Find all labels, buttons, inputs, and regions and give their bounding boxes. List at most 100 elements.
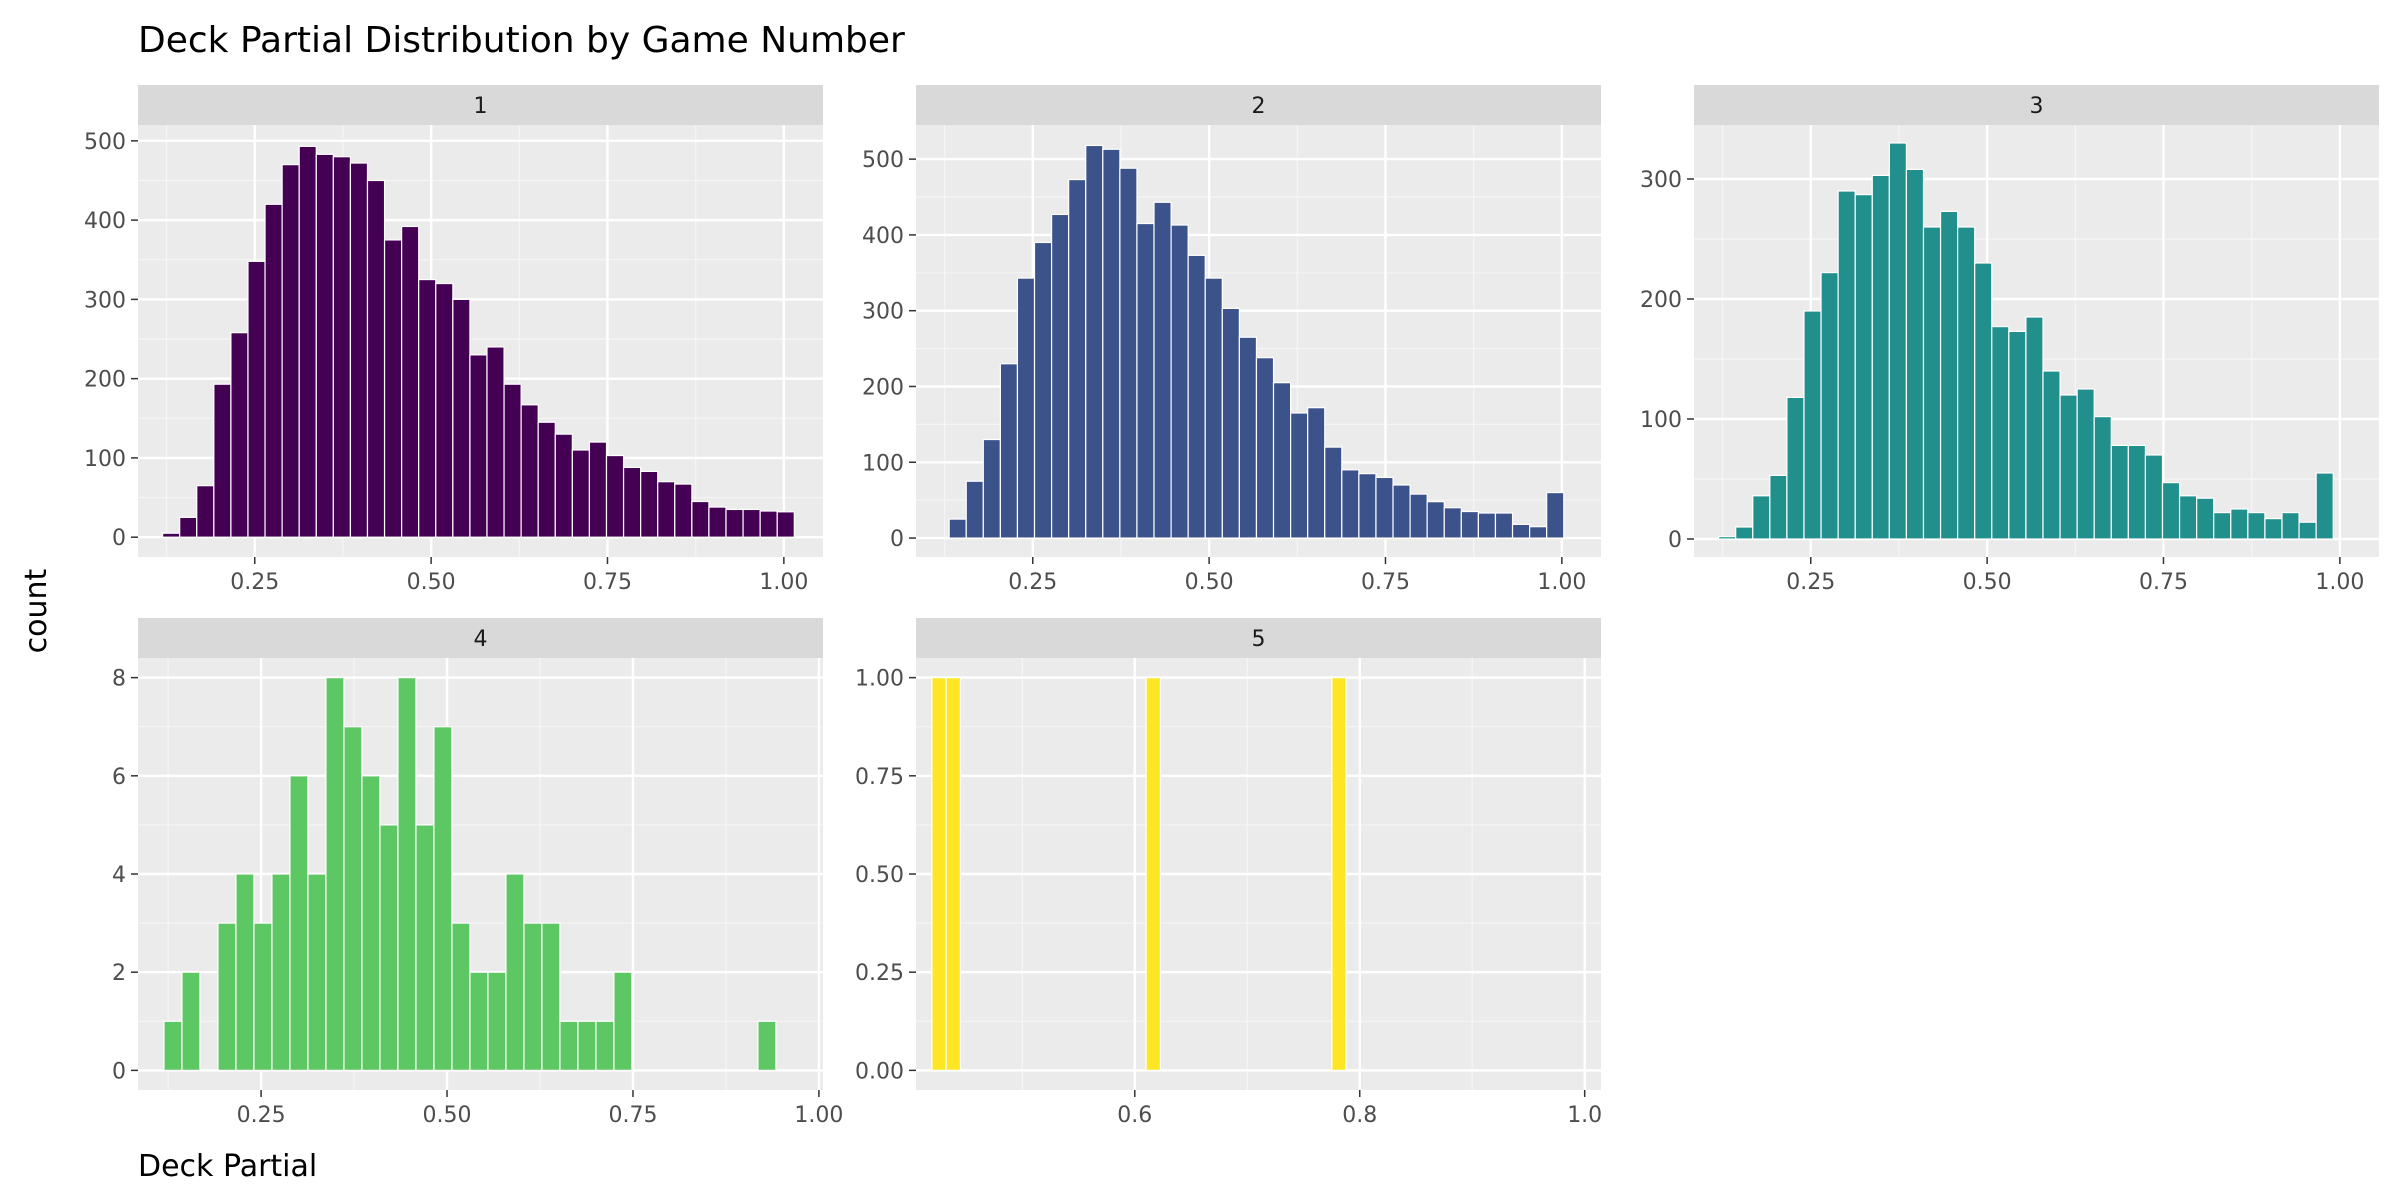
- histogram-bar: [415, 824, 435, 1071]
- histogram-bar: [1221, 307, 1240, 539]
- histogram-bar: [1922, 226, 1942, 540]
- histogram-bar: [1375, 476, 1394, 539]
- histogram-bar: [503, 383, 522, 538]
- histogram-bar: [1153, 201, 1172, 539]
- histogram-bar: [1426, 501, 1445, 539]
- histogram-bar: [1769, 474, 1788, 540]
- x-axis-title: Deck Partial: [138, 1149, 317, 1184]
- x-tick-label: 0.25: [237, 1103, 286, 1128]
- y-tick-label: 0.75: [855, 765, 904, 790]
- y-tick-label: 400: [84, 209, 126, 234]
- histogram-bar: [289, 775, 309, 1071]
- histogram-bar: [541, 922, 561, 1071]
- x-tick-label: 1.00: [2315, 570, 2364, 595]
- y-tick-label: 4: [112, 863, 126, 888]
- y-tick-label: 200: [84, 368, 126, 393]
- histogram-bar: [577, 1020, 597, 1071]
- facet-strip: [916, 85, 1601, 125]
- x-tick-label: 1.0: [1567, 1103, 1602, 1128]
- histogram-bar: [1905, 168, 1925, 540]
- histogram-bar: [298, 145, 317, 538]
- x-tick-label: 0.75: [2139, 570, 2188, 595]
- x-tick-label: 0.25: [230, 570, 279, 595]
- histogram-bar: [759, 510, 778, 538]
- histogram-bar: [469, 354, 488, 538]
- x-tick-label: 0.8: [1342, 1103, 1377, 1128]
- histogram-bar: [1068, 178, 1087, 539]
- histogram-bar: [486, 346, 505, 538]
- y-tick-label: 8: [112, 667, 126, 692]
- y-tick-label: 300: [84, 288, 126, 313]
- x-tick-label: 0.50: [407, 570, 456, 595]
- facet-panel-4: 4 0.25 0.50 0.75 1.00 0 2 4 6 8: [112, 618, 843, 1128]
- x-tick-label: 0.75: [1361, 570, 1410, 595]
- histogram-bar: [1145, 677, 1162, 1071]
- histogram-bar: [2144, 454, 2164, 540]
- histogram-bar: [776, 511, 795, 538]
- histogram-bar: [230, 332, 249, 538]
- y-tick-label: 500: [84, 130, 126, 155]
- histogram-bar: [999, 363, 1019, 539]
- histogram-bar: [1871, 174, 1890, 540]
- histogram-bar: [640, 470, 659, 538]
- x-tick-label: 1.00: [794, 1103, 843, 1128]
- histogram-bar: [2008, 330, 2027, 540]
- histogram-bar: [397, 677, 417, 1071]
- histogram-bar: [2161, 482, 2181, 540]
- histogram-bar: [982, 438, 1001, 539]
- histogram-bar: [452, 298, 471, 538]
- histogram-bar: [2298, 521, 2317, 540]
- facet-panel-2: 2 0.25 0.50 0.75 1.00 0 100 200 300 400 500: [862, 85, 1601, 595]
- histogram-bar: [1204, 277, 1223, 539]
- facet-strip: [1694, 85, 2379, 125]
- histogram-bar: [349, 162, 369, 538]
- histogram-bar: [554, 433, 573, 538]
- histogram-bar: [1102, 148, 1121, 539]
- histogram-bar: [657, 481, 676, 538]
- histogram-bar: [1820, 272, 1839, 540]
- histogram-bar: [1443, 507, 1462, 539]
- histogram-bar: [213, 383, 232, 538]
- histogram-bar: [325, 677, 345, 1071]
- histogram-bar: [281, 164, 300, 538]
- histogram-bar: [181, 971, 201, 1071]
- facet-strip: [138, 618, 823, 658]
- histogram-bar: [1307, 407, 1326, 539]
- histogram-bar: [2076, 388, 2095, 540]
- histogram-bar: [945, 677, 962, 1071]
- histogram-bar: [264, 203, 283, 538]
- y-tick-label: 0: [112, 1059, 126, 1084]
- histogram-bar: [2093, 416, 2112, 540]
- histogram-bar: [505, 873, 525, 1071]
- y-tick-label: 1.00: [855, 667, 904, 692]
- histogram-bar: [1324, 446, 1343, 539]
- histogram-bar: [315, 153, 334, 538]
- histogram-bar: [433, 726, 453, 1071]
- histogram-bar: [1735, 526, 1754, 540]
- histogram-bar: [1409, 493, 1428, 539]
- y-tick-label: 100: [84, 447, 126, 472]
- y-tick-label: 200: [1640, 288, 1682, 313]
- histogram-bar: [361, 775, 381, 1071]
- histogram-bar: [2178, 495, 2198, 540]
- histogram-bar: [1289, 412, 1309, 539]
- histogram-bar: [1752, 495, 1771, 540]
- histogram-bar: [451, 922, 471, 1071]
- histogram-bar: [757, 1020, 777, 1071]
- y-tick-label: 2: [112, 961, 126, 986]
- histogram-bar: [1991, 326, 2010, 540]
- histogram-bar: [1529, 526, 1548, 539]
- x-tick-label: 0.75: [608, 1103, 657, 1128]
- histogram-bar: [1837, 190, 1856, 540]
- histogram-bar: [523, 922, 543, 1071]
- facet-strip-label: 1: [474, 94, 488, 119]
- x-tick-label: 0.25: [1786, 570, 1835, 595]
- histogram-bar: [366, 179, 386, 538]
- histogram-bar: [1033, 241, 1053, 539]
- y-tick-label: 6: [112, 765, 126, 790]
- histogram-bar: [435, 282, 454, 538]
- x-tick-label: 0.75: [583, 570, 632, 595]
- histogram-bar: [1341, 469, 1360, 539]
- y-tick-label: 0: [890, 527, 904, 552]
